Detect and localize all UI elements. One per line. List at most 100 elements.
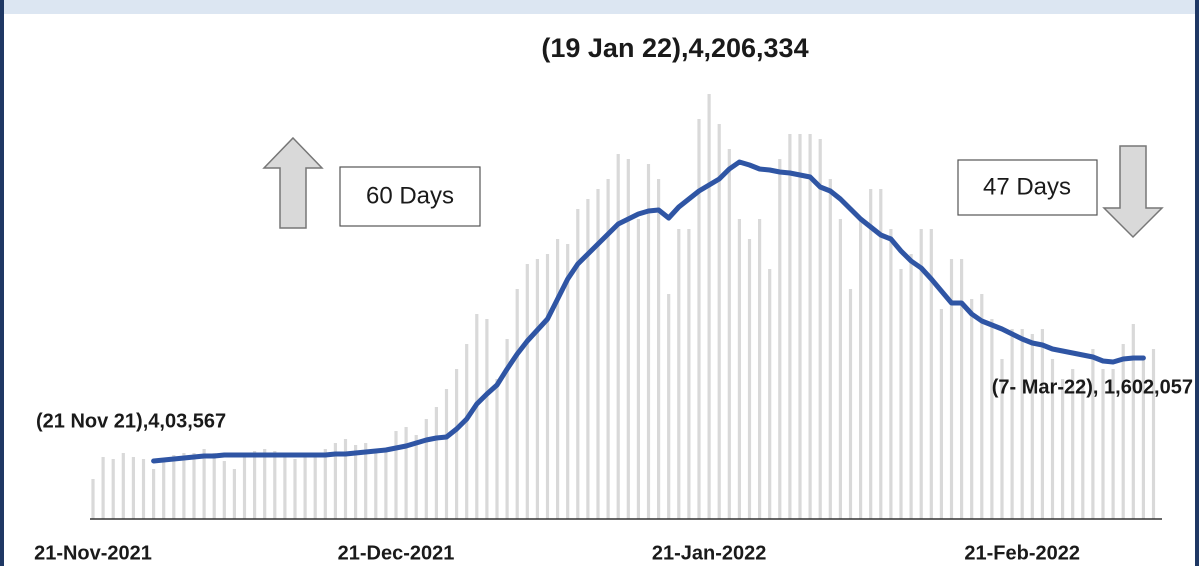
bar xyxy=(1101,369,1105,519)
bar xyxy=(394,431,398,519)
bar xyxy=(939,309,943,519)
bar xyxy=(525,264,529,519)
bar xyxy=(586,199,590,519)
bar xyxy=(596,189,600,519)
bar xyxy=(545,254,550,519)
bar xyxy=(869,189,873,519)
bar xyxy=(232,469,236,519)
bar xyxy=(465,344,469,519)
bar xyxy=(576,209,580,519)
bar xyxy=(343,439,348,519)
box-label: 47 Days xyxy=(983,173,1071,200)
bar xyxy=(960,259,964,519)
bar xyxy=(798,134,802,519)
x-tick-label: 21-Jan-2022 xyxy=(652,542,767,564)
bar xyxy=(990,319,994,519)
moving-average-line xyxy=(151,159,1146,464)
bar xyxy=(747,239,752,519)
bar xyxy=(1020,329,1024,519)
bar xyxy=(121,453,125,519)
bar xyxy=(697,119,701,519)
bar xyxy=(556,239,560,519)
peak-annotation: (19 Jan 22),4,206,334 xyxy=(541,33,808,63)
bar xyxy=(222,461,226,519)
bar xyxy=(889,229,893,519)
bar xyxy=(758,219,762,519)
box-label: 60 Days xyxy=(366,182,454,209)
frame-left xyxy=(0,0,4,566)
bar xyxy=(626,159,630,519)
bar xyxy=(444,389,449,519)
bar xyxy=(273,451,277,519)
bar xyxy=(727,149,731,519)
bar xyxy=(737,219,741,519)
x-tick-label: 21-Feb-2022 xyxy=(964,542,1080,564)
bar xyxy=(253,451,257,519)
bar xyxy=(162,459,166,519)
bar xyxy=(263,449,267,519)
bar xyxy=(606,179,610,519)
bar xyxy=(717,124,721,519)
bar xyxy=(687,229,691,519)
bar xyxy=(202,449,206,519)
bar xyxy=(838,219,842,519)
bar xyxy=(172,455,176,519)
bar xyxy=(1091,349,1095,519)
bar xyxy=(778,159,782,519)
bar xyxy=(111,459,115,519)
bar xyxy=(101,457,105,519)
bar xyxy=(505,339,509,519)
bar xyxy=(414,435,418,519)
bar xyxy=(424,419,428,519)
bar xyxy=(667,294,671,519)
bar xyxy=(636,219,640,519)
bar xyxy=(828,179,832,519)
bar xyxy=(1010,329,1014,519)
bar xyxy=(323,449,327,519)
x-tick-label: 21-Dec-2021 xyxy=(338,542,455,564)
bar xyxy=(818,139,822,519)
bar xyxy=(808,134,812,519)
bar xyxy=(1141,359,1145,519)
bar xyxy=(434,407,438,519)
bar xyxy=(495,379,499,519)
bar xyxy=(404,427,408,519)
end-annotation: (7- Mar-22), 1,602,057 xyxy=(992,376,1193,398)
bar xyxy=(242,454,247,519)
bar xyxy=(879,189,883,519)
bar xyxy=(141,459,146,519)
bar xyxy=(707,94,711,519)
bar xyxy=(919,229,923,519)
bar xyxy=(949,259,954,519)
bar xyxy=(131,457,135,519)
bar xyxy=(152,469,156,519)
bar xyxy=(1111,369,1115,519)
up-arrow xyxy=(262,136,324,229)
bar xyxy=(212,453,216,519)
bar xyxy=(1081,379,1085,519)
bar xyxy=(677,229,681,519)
bar xyxy=(1071,369,1075,519)
bar xyxy=(485,319,489,519)
bar xyxy=(566,244,570,519)
bar xyxy=(1151,349,1156,519)
bar xyxy=(970,299,974,519)
bar xyxy=(1040,329,1044,519)
bar xyxy=(293,459,297,519)
bar xyxy=(1030,334,1034,519)
bar xyxy=(909,254,913,519)
bar xyxy=(899,269,903,519)
bar xyxy=(1061,379,1065,519)
down-arrow xyxy=(1102,145,1164,239)
bar xyxy=(455,369,459,519)
bar xyxy=(333,443,337,519)
bar xyxy=(616,154,620,519)
bar xyxy=(1050,359,1055,519)
bar xyxy=(535,259,539,519)
bar xyxy=(354,445,358,519)
bar xyxy=(313,453,317,519)
bar xyxy=(1000,359,1004,519)
